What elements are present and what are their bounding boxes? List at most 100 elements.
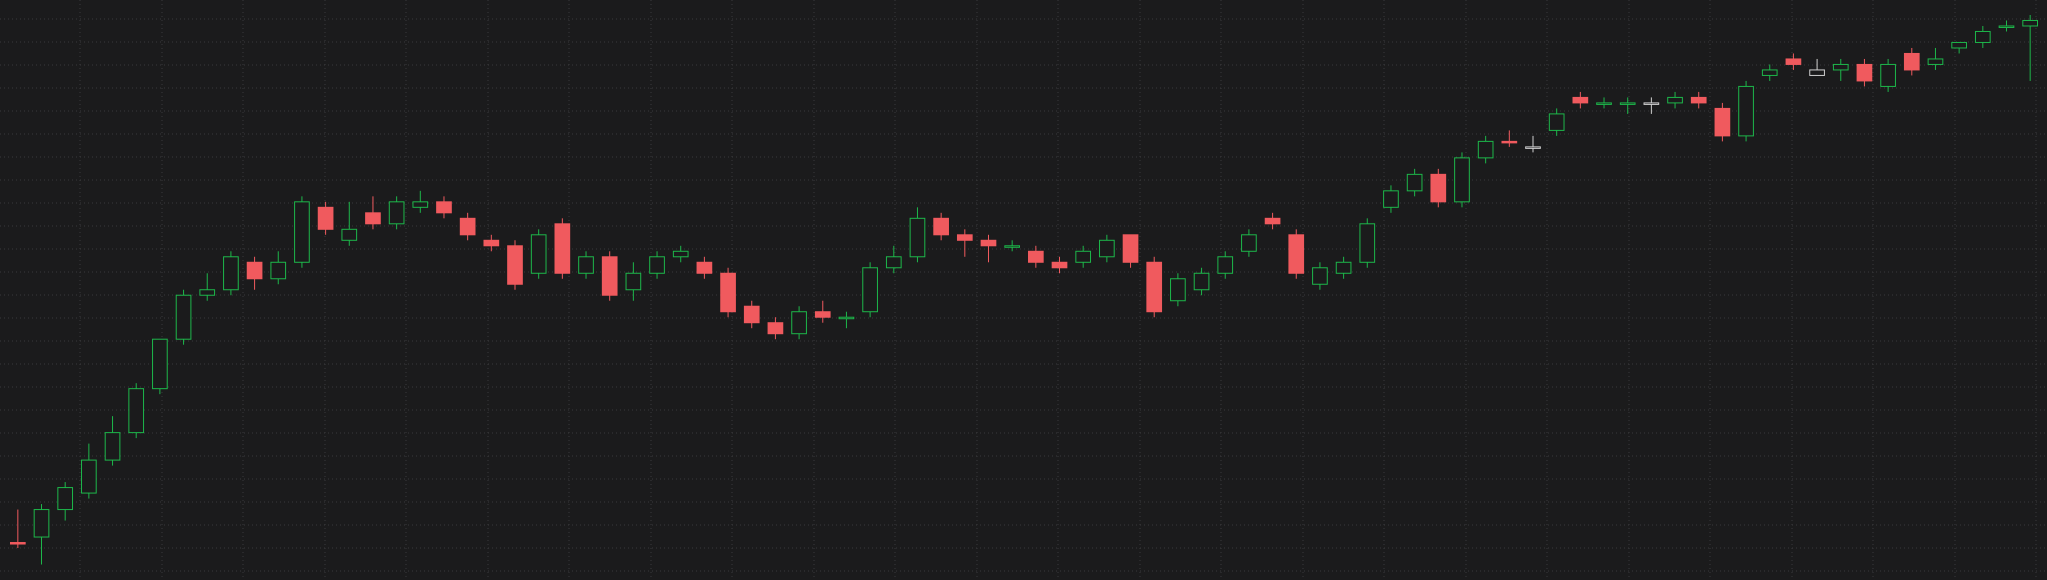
candle-body xyxy=(530,234,547,274)
candle-body xyxy=(1856,63,1873,82)
candles-layer xyxy=(9,14,2039,565)
candle xyxy=(1548,108,1565,136)
candle xyxy=(1454,152,1470,208)
candle-body xyxy=(814,311,831,318)
candle xyxy=(862,262,878,318)
candle xyxy=(625,262,642,301)
candle xyxy=(365,196,381,230)
candle xyxy=(1122,234,1139,268)
candle-body xyxy=(1880,63,1896,87)
candle-body xyxy=(885,256,902,269)
candle-body xyxy=(1217,256,1234,274)
candle-body xyxy=(1099,239,1115,258)
candle-body xyxy=(2022,19,2039,27)
candle xyxy=(1335,256,1352,279)
candle xyxy=(1785,53,1802,70)
candle-body xyxy=(1525,146,1541,149)
candle xyxy=(1856,58,1873,87)
candle xyxy=(767,317,784,340)
candle-body xyxy=(696,261,713,274)
candle-body xyxy=(1241,234,1257,252)
candle xyxy=(578,251,594,279)
candle-body xyxy=(175,294,192,340)
candle-body xyxy=(1193,272,1210,291)
candle-body xyxy=(1004,245,1021,248)
candle-body xyxy=(436,201,452,214)
candle xyxy=(1596,97,1612,109)
candle-body xyxy=(1738,85,1754,137)
candle xyxy=(175,289,192,345)
candle xyxy=(1832,58,1849,81)
candle xyxy=(1998,20,2015,32)
candle xyxy=(483,234,500,252)
candle xyxy=(601,251,618,301)
candle xyxy=(459,212,476,241)
candle-body xyxy=(1430,173,1447,203)
candle xyxy=(1027,245,1044,268)
candle-body xyxy=(365,212,381,225)
candle-body xyxy=(294,201,310,263)
candle xyxy=(1075,245,1092,268)
candle-body xyxy=(1501,140,1518,144)
candle-body xyxy=(1146,261,1163,313)
candle xyxy=(199,273,216,301)
candle xyxy=(696,256,713,279)
candle xyxy=(1170,273,1186,307)
candle xyxy=(885,245,902,274)
candle-body xyxy=(720,272,736,313)
candle xyxy=(814,300,831,323)
candle-body xyxy=(1903,52,1920,71)
candle-body xyxy=(1122,234,1139,263)
candle-body xyxy=(246,261,263,280)
candle xyxy=(1714,102,1731,142)
candle-body xyxy=(838,316,855,320)
candle-body xyxy=(1406,173,1423,192)
candle-body xyxy=(1051,261,1068,269)
candle xyxy=(246,256,263,290)
candle xyxy=(81,443,97,499)
candle-body xyxy=(412,201,429,208)
candle xyxy=(554,218,571,279)
candle-body xyxy=(1714,107,1731,137)
candle-body xyxy=(1690,96,1707,104)
candle-body xyxy=(1998,25,2015,28)
candle-body xyxy=(33,509,50,538)
candle-body xyxy=(601,256,618,296)
candle-body xyxy=(980,239,997,247)
candle xyxy=(1477,135,1494,164)
candle-body xyxy=(743,305,760,324)
candle-body xyxy=(1027,250,1044,263)
candle-body xyxy=(625,272,642,291)
candle-body xyxy=(862,267,878,313)
candle-body xyxy=(578,256,594,274)
candle xyxy=(436,196,452,219)
candle xyxy=(649,251,665,279)
candle xyxy=(530,229,547,279)
candle-body xyxy=(1383,190,1399,208)
candle-body xyxy=(554,223,571,274)
candle-body xyxy=(1596,102,1612,105)
candle xyxy=(104,416,121,466)
candle xyxy=(1146,256,1163,318)
candle xyxy=(270,251,287,285)
candle xyxy=(388,196,405,230)
candle-body xyxy=(1974,30,1991,43)
candle xyxy=(1667,91,1683,109)
candle xyxy=(791,306,807,340)
candle-body xyxy=(57,487,74,511)
candle-body xyxy=(1075,250,1092,263)
candle xyxy=(294,196,310,268)
candle xyxy=(672,245,689,263)
candle xyxy=(1217,251,1234,279)
candle-body xyxy=(1619,102,1636,105)
candle xyxy=(1619,97,1636,114)
candle xyxy=(1312,262,1328,290)
candle xyxy=(1359,218,1376,268)
candle-body xyxy=(1170,278,1186,302)
candle-body xyxy=(956,234,973,241)
candle-body xyxy=(1477,140,1494,159)
candle xyxy=(1264,212,1281,230)
